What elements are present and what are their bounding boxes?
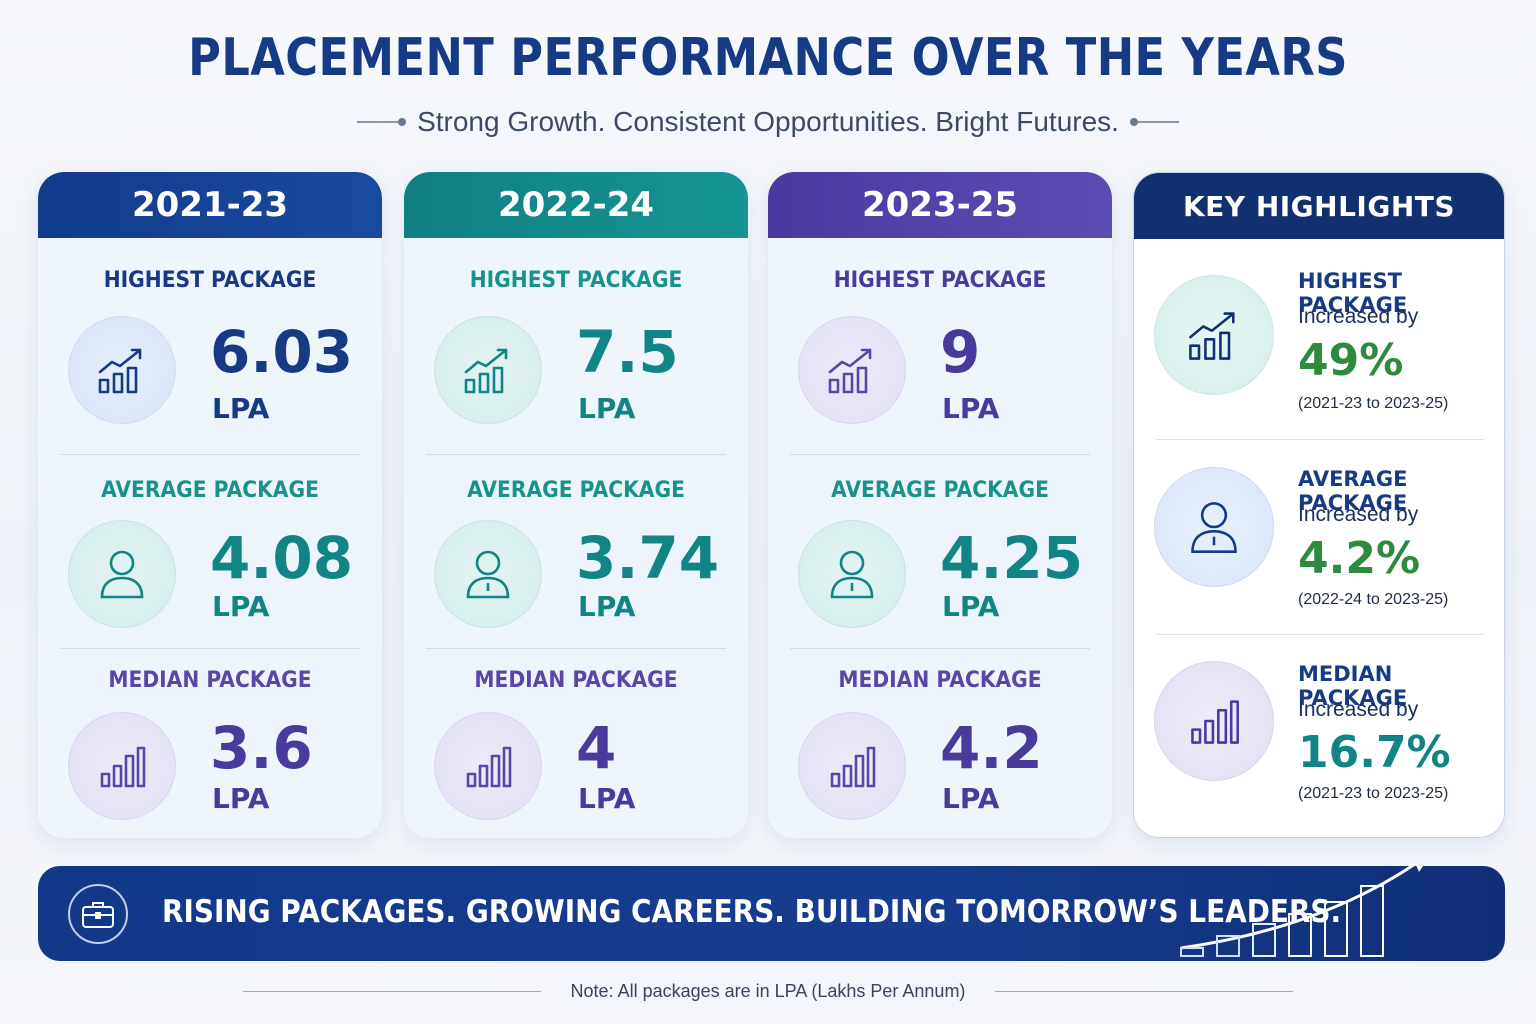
page-subtitle: Strong Growth. Consistent Opportunities.… bbox=[417, 106, 1119, 137]
batch-card-2022-24: 2022-24 HIGHEST PACKAGE 7.5 LPA AVERAGE … bbox=[404, 172, 748, 838]
section-label: AVERAGE PACKAGE bbox=[831, 478, 1049, 503]
batch-year: 2021-23 bbox=[38, 172, 382, 238]
rising-bars-graphic bbox=[1180, 866, 1423, 957]
footer-note-row: Note: All packages are in LPA (Lakhs Per… bbox=[0, 976, 1536, 1006]
section-label: HIGHEST PACKAGE bbox=[103, 268, 317, 293]
batch-card-2021-23: 2021-23 HIGHEST PACKAGE 6.03 LPA AVERAGE… bbox=[38, 172, 382, 838]
package-value: 4.25 bbox=[940, 524, 1084, 592]
briefcase-icon bbox=[68, 884, 128, 944]
section-label: HIGHEST PACKAGE bbox=[833, 268, 1047, 293]
package-unit: LPA bbox=[942, 782, 1000, 815]
footer-note: Note: All packages are in LPA (Lakhs Per… bbox=[570, 980, 966, 1001]
divider bbox=[1156, 439, 1484, 440]
divider bbox=[426, 454, 726, 455]
note-divider-right bbox=[995, 990, 1294, 992]
highlight-range: (2021-23 to 2023-25) bbox=[1298, 395, 1449, 412]
growth-chart-icon bbox=[68, 316, 176, 424]
package-unit: LPA bbox=[212, 782, 270, 815]
bar-chart-icon bbox=[434, 712, 542, 820]
subtitle-row: Strong Growth. Consistent Opportunities.… bbox=[0, 104, 1536, 140]
section-label: AVERAGE PACKAGE bbox=[467, 478, 685, 503]
bar-chart-icon bbox=[1154, 661, 1274, 781]
person-icon bbox=[434, 520, 542, 628]
growth-chart-icon bbox=[434, 316, 542, 424]
highlight-percent: 49% bbox=[1298, 335, 1404, 386]
person-icon bbox=[1154, 467, 1274, 587]
section-label: HIGHEST PACKAGE bbox=[469, 268, 683, 293]
divider bbox=[60, 454, 360, 455]
section-label: AVERAGE PACKAGE bbox=[101, 478, 319, 503]
package-value: 7.5 bbox=[576, 318, 679, 386]
page-title: PLACEMENT PERFORMANCE OVER THE YEARS bbox=[188, 28, 1348, 88]
note-divider-left bbox=[242, 990, 541, 992]
divider bbox=[1156, 634, 1484, 635]
highlight-range: (2021-23 to 2023-25) bbox=[1298, 785, 1449, 802]
key-highlights-card: KEY HIGHLIGHTS HIGHEST PACKAGE Increased… bbox=[1133, 172, 1505, 838]
package-unit: LPA bbox=[212, 392, 270, 425]
highlight-percent: 4.2% bbox=[1298, 533, 1421, 584]
bottom-banner: RISING PACKAGES. GROWING CAREERS. BUILDI… bbox=[38, 866, 1505, 961]
batch-year: 2023-25 bbox=[768, 172, 1112, 238]
package-value: 4 bbox=[576, 714, 617, 782]
package-value: 4.2 bbox=[940, 714, 1043, 782]
highlight-label: AVERAGE PACKAGE bbox=[1298, 467, 1408, 515]
divider bbox=[790, 454, 1090, 455]
bar-chart-icon bbox=[68, 712, 176, 820]
section-label: MEDIAN PACKAGE bbox=[108, 668, 312, 693]
package-unit: LPA bbox=[942, 590, 1000, 623]
package-value: 6.03 bbox=[210, 318, 354, 386]
section-label: MEDIAN PACKAGE bbox=[474, 668, 678, 693]
growth-chart-icon bbox=[1154, 275, 1274, 395]
package-unit: LPA bbox=[942, 392, 1000, 425]
highlight-percent: 16.7% bbox=[1298, 727, 1451, 778]
growth-chart-icon bbox=[798, 316, 906, 424]
highlight-increased-text: Increased by bbox=[1298, 503, 1419, 526]
batch-year: 2022-24 bbox=[404, 172, 748, 238]
banner-tagline: RISING PACKAGES. GROWING CAREERS. BUILDI… bbox=[162, 894, 1342, 930]
subtitle-divider-right bbox=[1129, 118, 1179, 126]
highlight-label: MEDIAN PACKAGE bbox=[1298, 662, 1408, 710]
package-value: 9 bbox=[940, 318, 981, 386]
highlight-label: HIGHEST PACKAGE bbox=[1298, 269, 1408, 317]
bar-chart-icon bbox=[798, 712, 906, 820]
subtitle-divider-left bbox=[357, 118, 407, 126]
divider bbox=[60, 648, 360, 649]
package-unit: LPA bbox=[212, 590, 270, 623]
package-value: 3.74 bbox=[576, 524, 720, 592]
divider bbox=[426, 648, 726, 649]
batch-card-2023-25: 2023-25 HIGHEST PACKAGE 9 LPA AVERAGE PA… bbox=[768, 172, 1112, 838]
divider bbox=[790, 648, 1090, 649]
highlight-range: (2022-24 to 2023-25) bbox=[1298, 591, 1449, 608]
highlight-increased-text: Increased by bbox=[1298, 698, 1419, 721]
key-highlights-title: KEY HIGHLIGHTS bbox=[1134, 173, 1504, 239]
highlight-increased-text: Increased by bbox=[1298, 305, 1419, 328]
package-value: 4.08 bbox=[210, 524, 354, 592]
person-icon bbox=[68, 520, 176, 628]
package-unit: LPA bbox=[578, 590, 636, 623]
person-icon bbox=[798, 520, 906, 628]
package-unit: LPA bbox=[578, 782, 636, 815]
package-value: 3.6 bbox=[210, 714, 313, 782]
section-label: MEDIAN PACKAGE bbox=[838, 668, 1042, 693]
package-unit: LPA bbox=[578, 392, 636, 425]
